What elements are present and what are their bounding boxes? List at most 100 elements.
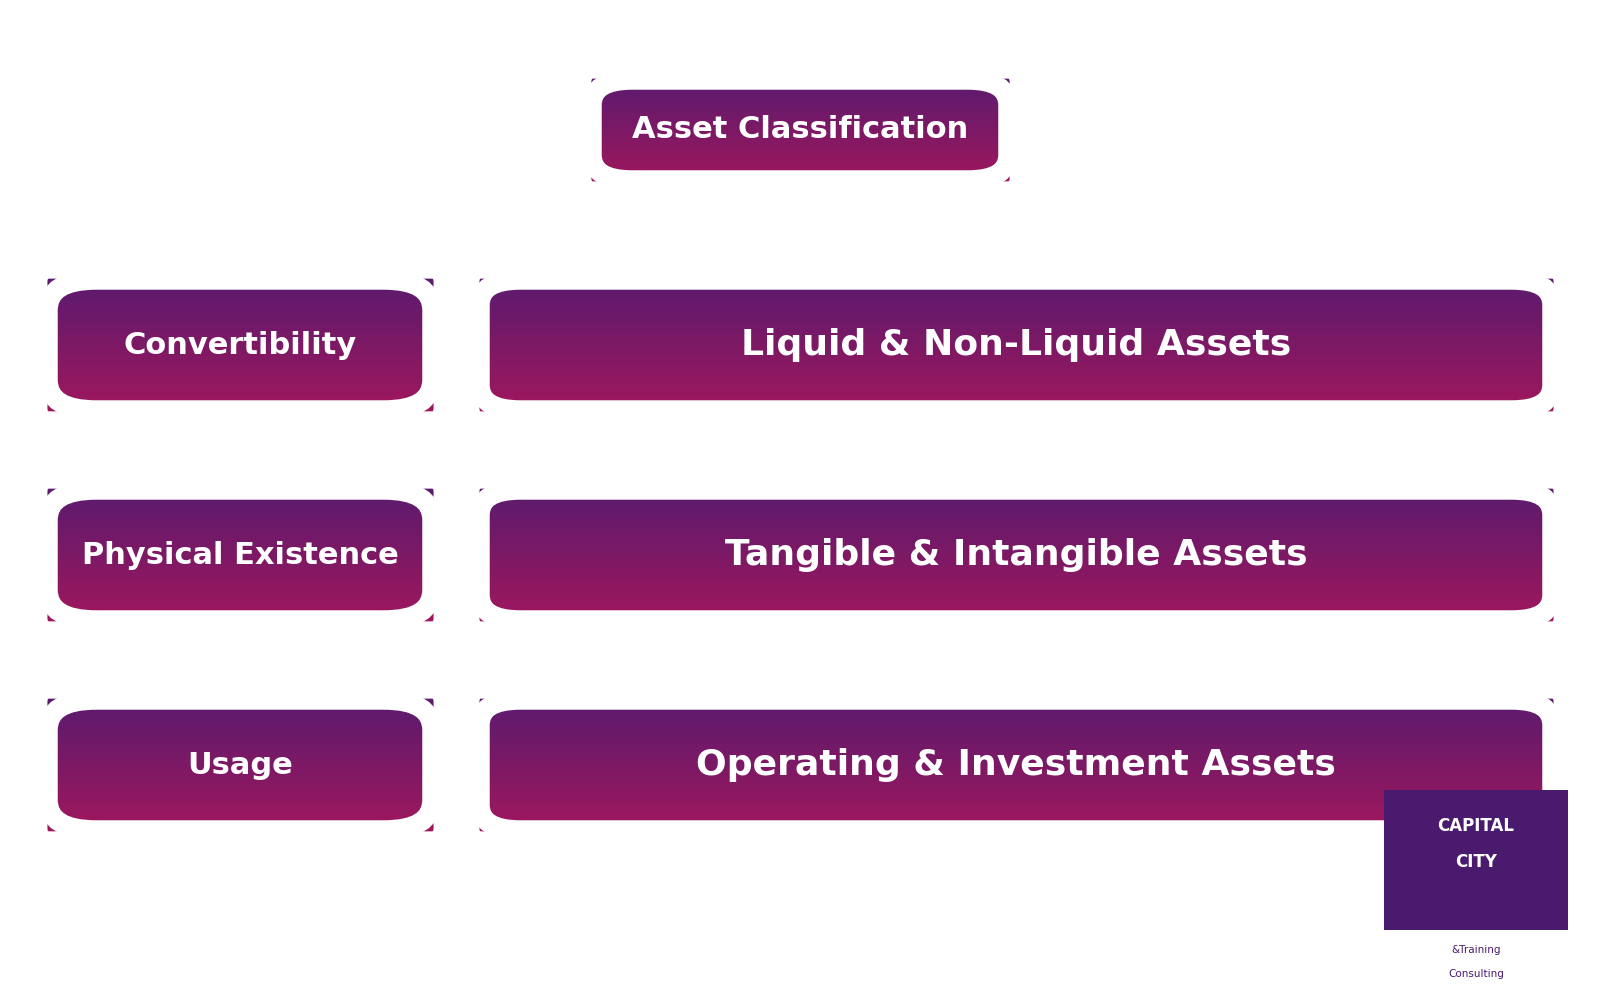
Bar (592, 126, 1008, 127)
Bar (48, 327, 432, 328)
Bar (48, 819, 432, 820)
Bar (480, 811, 1552, 812)
Bar (48, 797, 432, 798)
Bar (48, 542, 432, 544)
FancyBboxPatch shape (480, 700, 1552, 830)
Bar (480, 751, 1552, 752)
Bar (48, 542, 432, 543)
Bar (480, 403, 1552, 404)
Bar (480, 739, 1552, 740)
Bar (480, 609, 1552, 610)
Bar (48, 282, 432, 283)
Bar (48, 387, 432, 388)
Bar (48, 305, 432, 306)
Bar (480, 600, 1552, 602)
Bar (592, 104, 1008, 105)
Bar (480, 711, 1552, 712)
Bar (48, 370, 432, 371)
Bar (48, 713, 432, 715)
Bar (48, 582, 432, 583)
Bar (480, 706, 1552, 707)
Bar (480, 568, 1552, 569)
Bar (48, 787, 432, 788)
Bar (480, 583, 1552, 585)
Bar (48, 370, 432, 372)
Bar (592, 162, 1008, 163)
Bar (480, 604, 1552, 606)
Bar (480, 371, 1552, 372)
Bar (480, 549, 1552, 550)
Bar (48, 397, 432, 398)
Bar (592, 92, 1008, 93)
Bar (592, 166, 1008, 167)
Bar (48, 391, 432, 392)
Bar (48, 712, 432, 713)
Bar (48, 777, 432, 778)
Bar (48, 292, 432, 293)
Bar (480, 300, 1552, 302)
Bar (480, 757, 1552, 758)
Bar (480, 526, 1552, 528)
Bar (48, 351, 432, 353)
Bar (48, 528, 432, 529)
Bar (48, 344, 432, 346)
Bar (48, 722, 432, 723)
Bar (480, 406, 1552, 407)
Bar (48, 595, 432, 597)
Bar (480, 320, 1552, 321)
Bar (48, 773, 432, 774)
Bar (480, 489, 1552, 491)
Bar (480, 605, 1552, 606)
Bar (592, 138, 1008, 139)
Bar (592, 97, 1008, 98)
Bar (480, 735, 1552, 737)
Bar (480, 758, 1552, 760)
Bar (480, 496, 1552, 498)
Bar (480, 397, 1552, 398)
Bar (48, 706, 432, 708)
Bar (48, 345, 432, 346)
Bar (480, 296, 1552, 297)
Bar (48, 528, 432, 530)
Bar (592, 93, 1008, 95)
Text: Consulting: Consulting (1448, 969, 1504, 979)
Bar (480, 353, 1552, 355)
Bar (480, 706, 1552, 707)
Bar (48, 505, 432, 507)
Bar (48, 594, 432, 595)
Bar (48, 606, 432, 608)
Bar (480, 729, 1552, 731)
Bar (48, 523, 432, 524)
Bar (592, 155, 1008, 156)
Bar (592, 92, 1008, 93)
Bar (48, 721, 432, 722)
Bar (480, 716, 1552, 717)
Bar (480, 580, 1552, 582)
Bar (48, 596, 432, 597)
Bar (592, 158, 1008, 160)
Bar (48, 541, 432, 543)
Bar (480, 606, 1552, 607)
Bar (480, 503, 1552, 505)
Bar (48, 289, 432, 290)
Bar (592, 155, 1008, 156)
Bar (48, 728, 432, 730)
Bar (480, 713, 1552, 714)
Bar (480, 764, 1552, 765)
Bar (48, 555, 432, 557)
Bar (480, 302, 1552, 304)
Bar (480, 351, 1552, 352)
Bar (480, 564, 1552, 565)
Bar (48, 709, 432, 711)
Bar (48, 708, 432, 709)
Bar (480, 530, 1552, 532)
Bar (480, 315, 1552, 316)
Bar (48, 746, 432, 747)
Bar (592, 120, 1008, 121)
Text: Asset Classification: Asset Classification (632, 115, 968, 144)
Bar (48, 574, 432, 575)
Bar (480, 819, 1552, 820)
Bar (592, 120, 1008, 122)
Bar (592, 152, 1008, 153)
Bar (48, 582, 432, 584)
